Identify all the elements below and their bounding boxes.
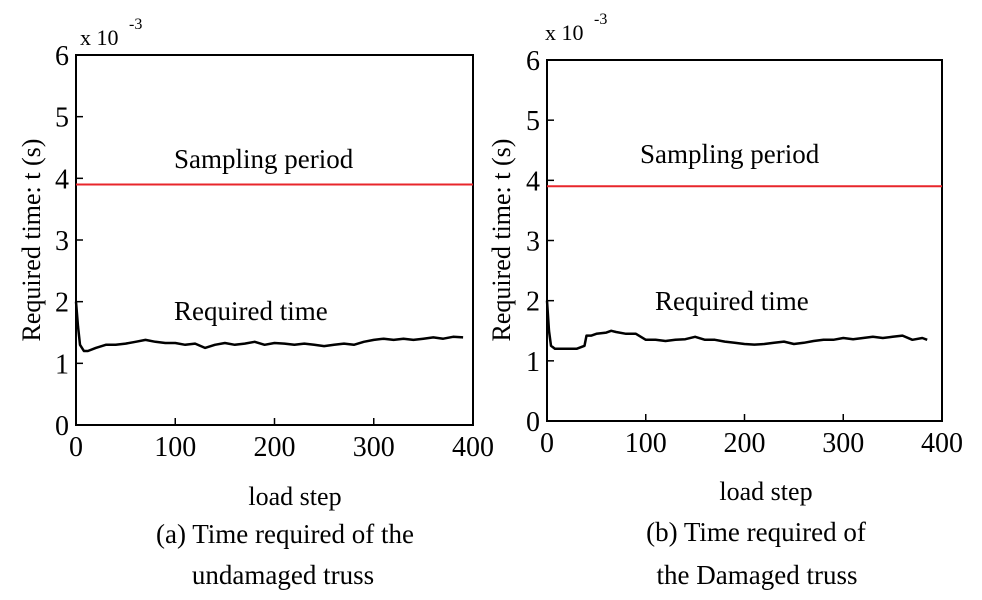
panel-b-caption-line-1: (b) Time required of — [646, 517, 866, 547]
panel-a-y-tick-label: 1 — [55, 349, 69, 380]
panel-b-scale-exponent: -3 — [594, 11, 607, 28]
panel-b: 0 100 200 300 400 0 1 2 3 4 5 6 x 10 -3 Sampling pe… — [487, 11, 963, 590]
panel-b-caption-line-2: the Damaged truss — [657, 560, 858, 590]
panel-a-x-tick-label: 100 — [154, 432, 196, 463]
panel-a-sampling-annotation: Sampling period — [174, 144, 354, 174]
panel-b-x-tick-label: 400 — [921, 428, 963, 459]
panel-a: 0 100 200 300 400 0 1 2 3 4 5 6 x 10 -3 Sampling pe… — [17, 16, 494, 590]
panel-a-y-tick-label: 4 — [55, 164, 69, 195]
panel-b-y-axis-label: Required time: t (s) — [487, 139, 516, 342]
panel-b-x-tick-label: 0 — [540, 428, 554, 459]
panel-a-x-tick-label: 200 — [254, 432, 296, 463]
panel-b-y-tick-label: 5 — [526, 106, 540, 137]
panel-a-y-tick-label: 5 — [55, 103, 69, 134]
panel-a-y-tick-label: 0 — [55, 411, 69, 442]
panel-b-x-axis-label: load step — [719, 477, 812, 506]
panel-a-caption-line-1: (a) Time required of the — [156, 519, 414, 549]
panel-a-caption-line-2: undamaged truss — [192, 560, 374, 590]
panel-b-plot-frame — [546, 59, 943, 422]
panel-b-scale-label: x 10 — [545, 20, 584, 45]
panel-a-required-annotation: Required time — [174, 296, 328, 326]
panel-a-x-tick-label: 300 — [353, 432, 395, 463]
panel-a-y-tick-label: 2 — [55, 288, 69, 319]
panel-b-x-tick-label: 100 — [625, 428, 667, 459]
panel-a-x-tick-label: 0 — [69, 432, 83, 463]
panel-b-x-tick-label: 300 — [822, 428, 864, 459]
panel-a-y-tick-label: 3 — [55, 226, 69, 257]
panel-b-required-annotation: Required time — [655, 286, 809, 316]
panel-b-required-time-line — [545, 300, 928, 351]
panel-b-y-tick-label: 6 — [526, 46, 540, 77]
panel-b-sampling-annotation: Sampling period — [640, 139, 820, 169]
panel-b-y-tick-label: 1 — [526, 347, 540, 378]
panel-b-y-tick-label: 2 — [526, 287, 540, 318]
panel-b-y-tick-label: 0 — [526, 407, 540, 438]
panel-a-plot-frame — [75, 54, 474, 426]
panel-a-required-time-line — [74, 301, 464, 353]
panel-a-scale-exponent: -3 — [129, 16, 142, 33]
panel-a-x-tick-label: 400 — [452, 432, 494, 463]
panel-b-y-tick-label: 3 — [526, 227, 540, 258]
panel-a-x-axis-label: load step — [248, 482, 341, 511]
panel-a-y-axis-label: Required time: t (s) — [17, 139, 46, 342]
panel-b-x-tick-label: 200 — [724, 428, 766, 459]
panel-a-y-tick-label: 6 — [55, 41, 69, 72]
panel-a-scale-label: x 10 — [80, 25, 119, 50]
panel-b-y-tick-label: 4 — [526, 166, 540, 197]
